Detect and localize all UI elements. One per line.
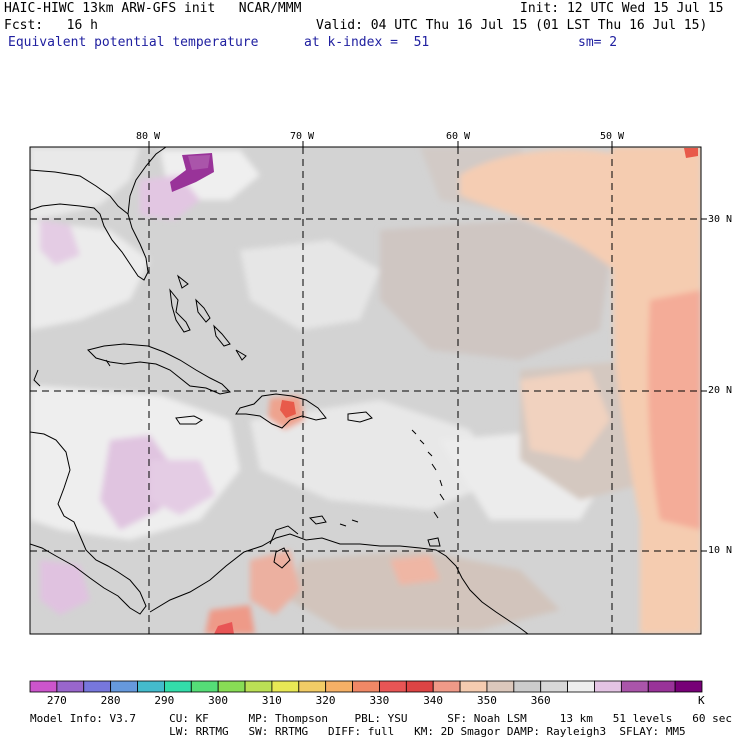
coastlines bbox=[30, 147, 529, 634]
colorbar-swatch bbox=[405, 680, 434, 693]
colorbar-swatch bbox=[190, 680, 219, 693]
model-info-line-1: Model Info: V3.7 CU: KF MP: Thompson PBL… bbox=[30, 712, 732, 725]
map-border bbox=[29, 146, 702, 635]
lon-label-60w: 60 W bbox=[446, 131, 471, 142]
colorbar-swatch bbox=[325, 680, 353, 693]
colorbar-swatch bbox=[163, 680, 192, 693]
colorbar-swatch bbox=[513, 680, 542, 693]
valid-time: Valid: 04 UTC Thu 16 Jul 15 (01 LST Thu … bbox=[316, 18, 708, 33]
colorbar-swatch bbox=[594, 680, 622, 693]
lon-label-80w: 80 W bbox=[136, 131, 161, 142]
colorbar-swatch bbox=[674, 680, 703, 693]
colorbar-swatch bbox=[620, 680, 649, 693]
colorbar-tick-label: 360 bbox=[530, 694, 551, 707]
colorbar-tick-label: 350 bbox=[476, 694, 497, 707]
colorbar-swatch bbox=[352, 680, 380, 693]
colorbar-swatch bbox=[486, 680, 515, 693]
colorbar-swatch bbox=[56, 680, 85, 693]
tick-marks bbox=[148, 141, 707, 552]
colorbar-swatch bbox=[244, 680, 273, 693]
colorbar-tick-label: 280 bbox=[100, 694, 121, 707]
theta-e-field bbox=[30, 147, 701, 634]
colorbar-tick-label: 300 bbox=[208, 694, 229, 707]
graticule bbox=[30, 147, 701, 634]
colorbar bbox=[29, 680, 703, 693]
init-time: Init: 12 UTC Wed 15 Jul 15 bbox=[520, 1, 724, 16]
colorbar-unit: K bbox=[698, 694, 705, 707]
lon-label-70w: 70 W bbox=[290, 131, 315, 142]
colorbar-swatch bbox=[459, 680, 488, 693]
colorbar-swatch bbox=[29, 680, 58, 693]
lat-label-10n: 10 N bbox=[708, 545, 733, 556]
field-name: Equivalent potential temperature bbox=[8, 35, 259, 50]
colorbar-tick-label: 290 bbox=[154, 694, 175, 707]
colorbar-swatch bbox=[647, 680, 676, 693]
model-info-line-2: LW: RRTMG SW: RRTMG DIFF: full KM: 2D Sm… bbox=[30, 725, 686, 738]
lon-label-50w: 50 W bbox=[600, 131, 625, 142]
lat-label-20n: 20 N bbox=[708, 385, 733, 396]
colorbar-swatch bbox=[432, 680, 461, 693]
colorbar-swatch bbox=[217, 680, 246, 693]
colorbar-swatch bbox=[83, 680, 112, 693]
colorbar-tick-label: 330 bbox=[369, 694, 390, 707]
colorbar-swatch bbox=[110, 680, 138, 693]
colorbar-swatch bbox=[379, 680, 407, 693]
colorbar-tick-label: 270 bbox=[46, 694, 67, 707]
colorbar-tick-label: 320 bbox=[315, 694, 336, 707]
vertical-level: at k-index = 51 bbox=[304, 35, 430, 50]
colorbar-tick-label: 310 bbox=[261, 694, 282, 707]
colorbar-swatch bbox=[298, 680, 327, 693]
colorbar-swatch bbox=[567, 680, 595, 693]
lat-label-30n: 30 N bbox=[708, 214, 733, 225]
forecast-hour: Fcst: 16 h bbox=[4, 18, 98, 33]
colorbar-swatch bbox=[137, 680, 165, 693]
colorbar-swatch bbox=[271, 680, 300, 693]
smoothing: sm= 2 bbox=[578, 35, 618, 50]
colorbar-swatch bbox=[540, 680, 568, 693]
colorbar-tick-label: 340 bbox=[423, 694, 444, 707]
plot-title: HAIC-HIWC 13km ARW-GFS init NCAR/MMM bbox=[4, 1, 302, 16]
